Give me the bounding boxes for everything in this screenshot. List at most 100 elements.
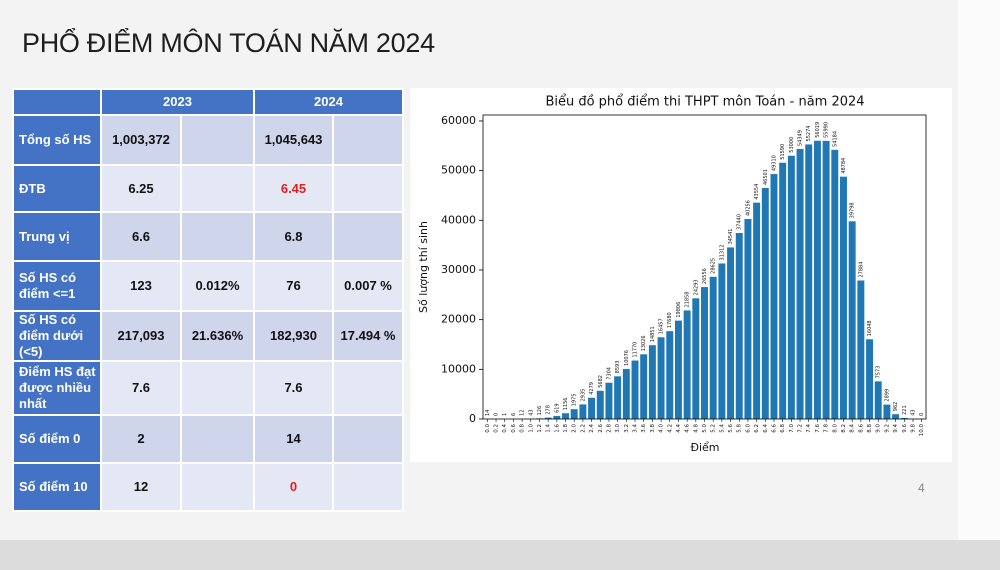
x-tick-label: 5.8 bbox=[737, 424, 743, 433]
value-label: 28625 bbox=[711, 258, 717, 274]
row-label: ĐTB bbox=[12, 164, 102, 213]
value-label: 24293 bbox=[693, 279, 699, 295]
value-label: 13026 bbox=[641, 335, 647, 351]
x-tick-label: 2.8 bbox=[606, 424, 612, 433]
x-tick-label: 5.2 bbox=[711, 424, 717, 433]
x-tick-label: 1.0 bbox=[528, 424, 534, 433]
x-tick-label: 8.4 bbox=[850, 424, 856, 433]
bar bbox=[805, 144, 813, 419]
value-label: 48784 bbox=[841, 158, 847, 174]
x-tick-label: 8.8 bbox=[867, 424, 873, 433]
table-cell bbox=[180, 462, 255, 512]
x-tick-label: 2.0 bbox=[572, 424, 578, 433]
table-row: Trung vị 6.6 6.8 bbox=[12, 211, 404, 262]
value-label: 17680 bbox=[667, 312, 673, 328]
table-cell bbox=[332, 114, 404, 166]
x-tick-label: 3.2 bbox=[624, 424, 630, 433]
value-label: 0 bbox=[919, 413, 925, 416]
bar bbox=[614, 376, 622, 419]
chart-panel: Biểu đồ phổ điểm thi THPT môn Toán - năm… bbox=[410, 88, 952, 462]
bar bbox=[588, 397, 596, 419]
value-label: 34541 bbox=[728, 229, 734, 245]
bar bbox=[866, 339, 874, 419]
header-cell: 2024 bbox=[253, 88, 404, 116]
row-label: Số điểm 10 bbox=[12, 462, 102, 512]
bar bbox=[874, 381, 882, 419]
bar bbox=[857, 280, 865, 419]
value-label: 16048 bbox=[867, 320, 873, 336]
x-tick-label: 0.6 bbox=[511, 424, 517, 433]
x-tick-label: 0.2 bbox=[494, 424, 500, 433]
table-row: ĐTB 6.25 6.45 bbox=[12, 164, 404, 213]
bar bbox=[657, 337, 665, 419]
bottom-band bbox=[0, 540, 1000, 570]
bar bbox=[727, 247, 735, 419]
table-row: Số điểm 10 12 0 bbox=[12, 462, 404, 512]
value-label: 21858 bbox=[685, 292, 691, 308]
y-tick-label: 50000 bbox=[441, 164, 476, 177]
table-row: Số điểm 0 2 14 bbox=[12, 414, 404, 464]
y-tick-label: 30000 bbox=[441, 263, 476, 276]
x-tick-label: 0.4 bbox=[502, 424, 508, 433]
x-tick-label: 3.4 bbox=[633, 424, 639, 433]
value-label: 51590 bbox=[780, 144, 786, 160]
x-tick-label: 5.0 bbox=[702, 424, 708, 433]
y-tick-label: 10000 bbox=[441, 362, 476, 375]
bar bbox=[761, 188, 769, 419]
background-strip bbox=[958, 0, 1000, 540]
table-cell bbox=[180, 211, 255, 262]
bar bbox=[848, 221, 856, 419]
value-label: 619 bbox=[554, 403, 560, 413]
table-cell: 6.45 bbox=[253, 164, 334, 213]
bar bbox=[666, 331, 674, 419]
x-tick-label: 7.6 bbox=[815, 424, 821, 433]
x-tick-label: 7.0 bbox=[789, 424, 795, 433]
table-cell bbox=[180, 164, 255, 213]
x-tick-label: 8.0 bbox=[832, 424, 838, 433]
value-label: 46501 bbox=[763, 169, 769, 185]
slide-title: PHỔ ĐIỂM MÔN TOÁN NĂM 2024 bbox=[22, 28, 435, 58]
value-label: 1156 bbox=[563, 398, 569, 411]
x-tick-label: 4.4 bbox=[676, 424, 682, 433]
x-tick-label: 8.2 bbox=[841, 424, 847, 433]
bar bbox=[753, 202, 761, 419]
table-cell: 7.6 bbox=[253, 360, 334, 416]
x-tick-label: 1.2 bbox=[537, 424, 543, 433]
bar bbox=[822, 140, 830, 419]
value-label: 39798 bbox=[850, 202, 856, 218]
table-row: Số HS có điểm <=1 123 0.012% 76 0.007 % bbox=[12, 260, 404, 312]
y-tick-label: 60000 bbox=[441, 114, 476, 127]
value-label: 278 bbox=[546, 405, 552, 415]
value-label: 11770 bbox=[633, 342, 639, 358]
bar bbox=[831, 149, 839, 420]
bar bbox=[770, 174, 778, 419]
value-label: 27884 bbox=[858, 262, 864, 278]
bar bbox=[640, 354, 648, 419]
table-cell: 123 bbox=[100, 260, 182, 312]
table-cell bbox=[332, 360, 404, 416]
value-label: 40256 bbox=[745, 200, 751, 216]
bar bbox=[579, 404, 587, 419]
value-label: 12 bbox=[520, 410, 526, 416]
x-tick-label: 7.8 bbox=[824, 424, 830, 433]
value-label: 4279 bbox=[589, 382, 595, 395]
y-tick-label: 20000 bbox=[441, 313, 476, 326]
row-label: Số HS có điểm <=1 bbox=[12, 260, 102, 312]
x-tick-label: 5.6 bbox=[728, 424, 734, 433]
value-label: 43554 bbox=[754, 184, 760, 200]
value-label: 962 bbox=[893, 402, 899, 412]
value-label: 55990 bbox=[824, 122, 830, 138]
table-cell: 6.25 bbox=[100, 164, 182, 213]
x-tick-label: 3.6 bbox=[641, 424, 647, 433]
bar bbox=[813, 140, 821, 419]
x-tick-label: 6.2 bbox=[754, 424, 760, 433]
bar bbox=[892, 414, 900, 419]
table-row: Số HS có điểm dưới (<5) 217,093 21.636% 182… bbox=[12, 310, 404, 362]
y-tick-label: 0 bbox=[469, 412, 476, 425]
value-label: 7573 bbox=[876, 366, 882, 379]
x-tick-label: 2.2 bbox=[580, 424, 586, 433]
table-cell: 12 bbox=[100, 462, 182, 512]
bar bbox=[735, 233, 743, 419]
table-cell: 1,003,372 bbox=[100, 114, 182, 166]
bar bbox=[787, 155, 795, 419]
